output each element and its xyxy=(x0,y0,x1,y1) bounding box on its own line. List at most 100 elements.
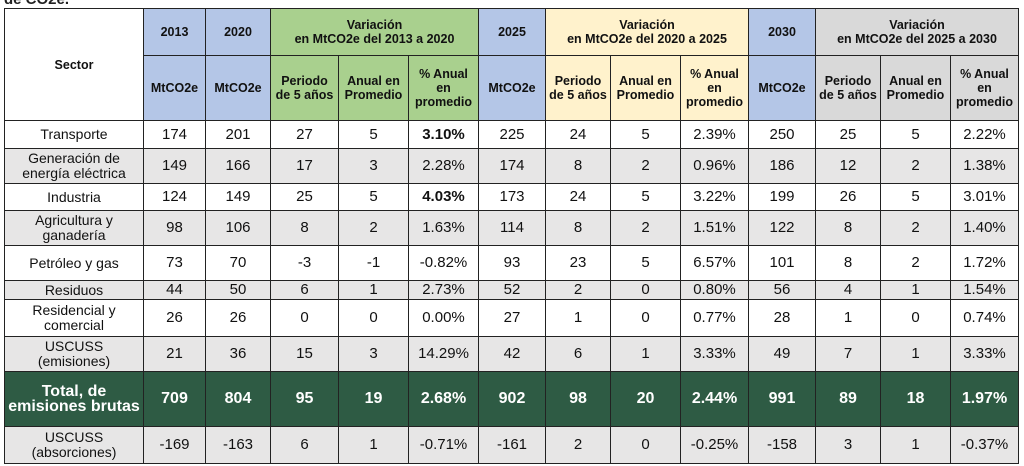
value-cell: 98 xyxy=(143,210,206,246)
variation-header: Variación en MtCO2e del 2020 a 2025 xyxy=(545,8,749,56)
value-cell: -1 xyxy=(338,245,409,281)
value-cell: 1.63% xyxy=(408,210,479,246)
value-cell: 25 xyxy=(815,120,881,149)
value-cell: 186 xyxy=(748,148,816,184)
value-cell: 8 xyxy=(815,210,881,246)
value-cell: -158 xyxy=(748,426,816,464)
value-cell: 0.74% xyxy=(950,299,1019,337)
value-cell: 5 xyxy=(880,120,951,149)
value-cell: 991 xyxy=(748,371,816,427)
value-cell: 17 xyxy=(270,148,339,184)
value-cell: 6 xyxy=(270,426,339,464)
value-cell: 2 xyxy=(338,210,409,246)
value-cell: 12 xyxy=(815,148,881,184)
sector-cell: Residuos xyxy=(4,280,144,300)
value-cell: 1.40% xyxy=(950,210,1019,246)
value-cell: -161 xyxy=(478,426,546,464)
value-cell: 26 xyxy=(815,183,881,211)
value-cell: 56 xyxy=(748,280,816,300)
variation-title: Variación xyxy=(619,18,675,32)
value-cell: 1 xyxy=(338,426,409,464)
value-cell: 25 xyxy=(270,183,339,211)
header-subrow: MtCO2e MtCO2e Periodo de 5 años Anual en Pr… xyxy=(5,55,1019,121)
sector-cell: Industria xyxy=(4,183,144,211)
value-cell: 44 xyxy=(143,280,206,300)
value-cell: 23 xyxy=(545,245,611,281)
table-header: Sector 2013 2020 Variación en MtCO2e del 201… xyxy=(4,8,1019,121)
value-cell: 18 xyxy=(880,371,951,427)
value-cell: 95 xyxy=(270,371,339,427)
value-cell: 6 xyxy=(545,336,611,372)
data-row: Residencial y comercial 26 26 0 0 0.00% 27 1 0 0.… xyxy=(4,299,1019,337)
year-header: 2020 xyxy=(205,8,271,56)
unit-header: MtCO2e xyxy=(748,55,816,121)
value-cell: -0.71% xyxy=(408,426,479,464)
variation-subheader: Periodo de 5 años xyxy=(270,55,339,121)
variation-subheader: Anual en Promedio xyxy=(338,55,409,121)
sector-cell: Transporte xyxy=(4,120,144,149)
value-cell: 225 xyxy=(478,120,546,149)
value-cell: 902 xyxy=(478,371,546,427)
value-cell: 3 xyxy=(815,426,881,464)
value-cell: 2 xyxy=(610,210,681,246)
data-row: Transporte 174 201 27 5 3.10% 225 24 5 2.39% 250 25… xyxy=(4,120,1019,149)
value-cell: 0 xyxy=(610,426,681,464)
top-text: de CO2e. xyxy=(4,0,69,8)
value-cell: 5 xyxy=(880,183,951,211)
value-cell: 6 xyxy=(270,280,339,300)
value-cell: 124 xyxy=(143,183,206,211)
emissions-table: Sector 2013 2020 Variación en MtCO2e del 201… xyxy=(4,8,1019,464)
sector-cell: Total, de emisiones brutas xyxy=(4,371,144,427)
value-cell: 0.77% xyxy=(680,299,749,337)
value-cell: 1.54% xyxy=(950,280,1019,300)
value-cell: 2.39% xyxy=(680,120,749,149)
value-cell: 114 xyxy=(478,210,546,246)
value-cell: 14.29% xyxy=(408,336,479,372)
sector-cell: Agricultura y ganadería xyxy=(4,210,144,246)
value-cell: 3 xyxy=(338,336,409,372)
value-cell: 27 xyxy=(270,120,339,149)
value-cell: 0 xyxy=(610,280,681,300)
value-cell: 2.73% xyxy=(408,280,479,300)
value-cell: 250 xyxy=(748,120,816,149)
value-cell: 2.68% xyxy=(408,371,479,427)
sector-cell: USCUSS (emisiones) xyxy=(4,336,144,372)
value-cell: 149 xyxy=(205,183,271,211)
value-cell: 3.33% xyxy=(680,336,749,372)
value-cell: 49 xyxy=(748,336,816,372)
value-cell: 26 xyxy=(143,299,206,337)
value-cell: 1 xyxy=(610,336,681,372)
value-cell: 0 xyxy=(338,299,409,337)
value-cell: 804 xyxy=(205,371,271,427)
value-cell: 2.44% xyxy=(680,371,749,427)
value-cell: 42 xyxy=(478,336,546,372)
value-cell: 1 xyxy=(880,426,951,464)
value-cell: 36 xyxy=(205,336,271,372)
value-cell: 5 xyxy=(338,183,409,211)
data-row: USCUSS (absorciones) -169 -163 6 1 -0.71% -161… xyxy=(4,426,1019,464)
data-row: Industria 124 149 25 5 4.03% 173 24 5 3.22% 199 26 5… xyxy=(4,183,1019,211)
value-cell: 8 xyxy=(815,245,881,281)
value-cell: 73 xyxy=(143,245,206,281)
variation-subheader: Anual en Promedio xyxy=(610,55,681,121)
value-cell: 89 xyxy=(815,371,881,427)
value-cell: 0.80% xyxy=(680,280,749,300)
value-cell: 3 xyxy=(338,148,409,184)
data-row: Residuos 44 50 6 1 2.73% 52 2 0 0.80% 56 4 1 1.54% xyxy=(4,280,1019,300)
value-cell: 0 xyxy=(270,299,339,337)
variation-title: Variación xyxy=(346,18,403,32)
value-cell: 174 xyxy=(143,120,206,149)
variation-subheader: Periodo de 5 años xyxy=(545,55,611,121)
data-row: Agricultura y ganadería 98 106 8 2 1.63% 114 8 2… xyxy=(4,210,1019,246)
value-cell: 2 xyxy=(545,280,611,300)
value-cell: 122 xyxy=(748,210,816,246)
value-cell: 93 xyxy=(478,245,546,281)
value-cell: 0 xyxy=(610,299,681,337)
value-cell: 2 xyxy=(545,426,611,464)
sector-cell: Petróleo y gas xyxy=(4,245,144,281)
value-cell: 1.51% xyxy=(680,210,749,246)
sector-cell: USCUSS (absorciones) xyxy=(4,426,144,464)
value-cell: -169 xyxy=(143,426,206,464)
value-cell: 1.38% xyxy=(950,148,1019,184)
value-cell: 201 xyxy=(205,120,271,149)
